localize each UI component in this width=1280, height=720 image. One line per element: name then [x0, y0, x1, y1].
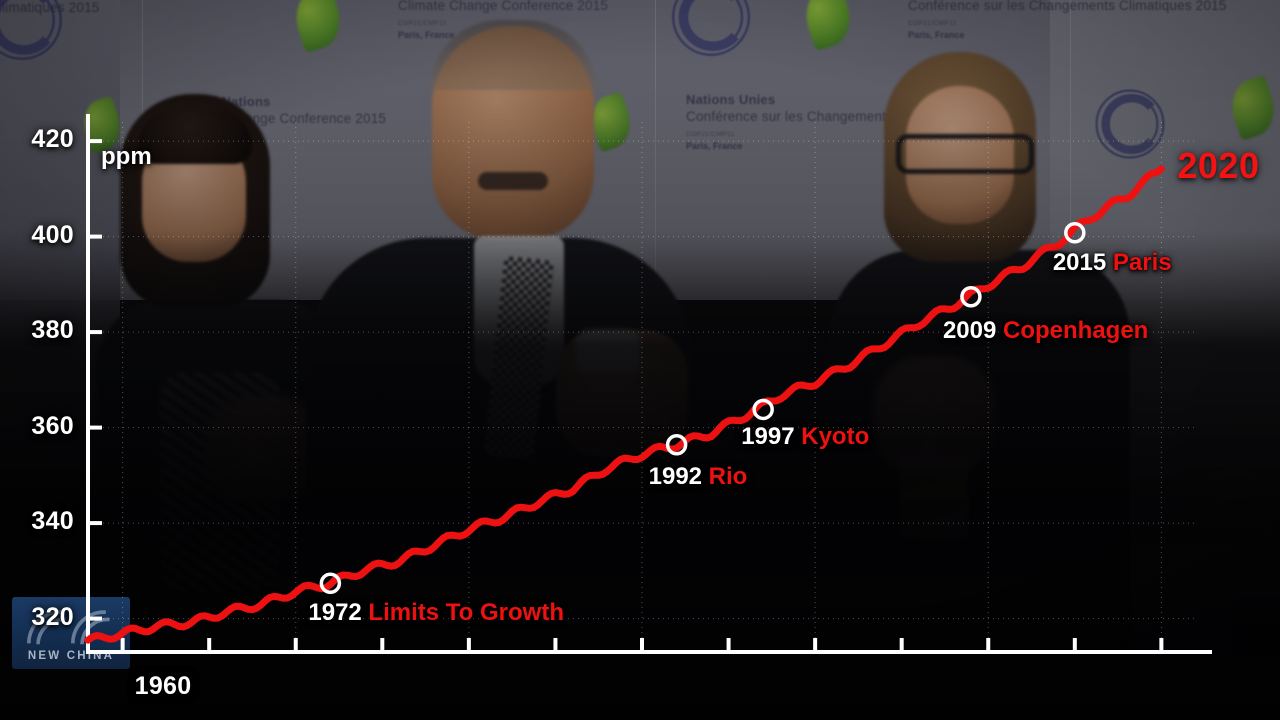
y-axis-tick-label: 320 [31, 602, 74, 631]
y-axis-unit-label: ppm [101, 143, 152, 170]
annotation-event: Paris [1106, 248, 1172, 276]
data-point-marker[interactable] [665, 434, 688, 456]
annotation-year: 1972 [308, 599, 362, 627]
x-axis-tick-label: 1960 [134, 672, 192, 700]
annotation-2009: 2009 Copenhagen [943, 317, 1148, 345]
annotation-year: 2009 [942, 316, 997, 344]
y-axis-tick-label: 380 [31, 316, 74, 345]
broadcaster-bug: NEW CHINA [12, 597, 130, 669]
annotation-2015: 2015 Paris [1053, 249, 1172, 277]
annotation-year: 1997 [741, 423, 795, 451]
annotation-1972: 1972 Limits To Growth [308, 599, 564, 627]
data-point-marker[interactable] [319, 572, 342, 594]
y-axis-tick-label: 420 [31, 125, 74, 154]
annotation-event: Rio [702, 462, 748, 490]
annotation-1997: 1997 Kyoto [741, 423, 869, 451]
y-axis-tick-label: 340 [31, 507, 74, 536]
broadcaster-bug-arcs-icon [26, 610, 110, 645]
annotation-year: 2015 [1052, 248, 1107, 276]
annotation-event: Limits To Growth [361, 599, 564, 627]
end-year-label: 2020 [1177, 144, 1260, 186]
y-axis-tick-label: 360 [31, 411, 74, 440]
data-point-marker[interactable] [1064, 222, 1086, 244]
data-point-marker[interactable] [752, 398, 774, 421]
annotation-1992: 1992 Rio [649, 463, 748, 491]
annotation-event: Copenhagen [996, 316, 1149, 344]
y-axis-tick-label: 400 [31, 220, 74, 249]
data-point-marker[interactable] [960, 286, 982, 308]
co2-trend-line [84, 165, 1165, 644]
annotation-year: 1992 [648, 462, 703, 490]
annotation-event: Kyoto [794, 423, 870, 451]
